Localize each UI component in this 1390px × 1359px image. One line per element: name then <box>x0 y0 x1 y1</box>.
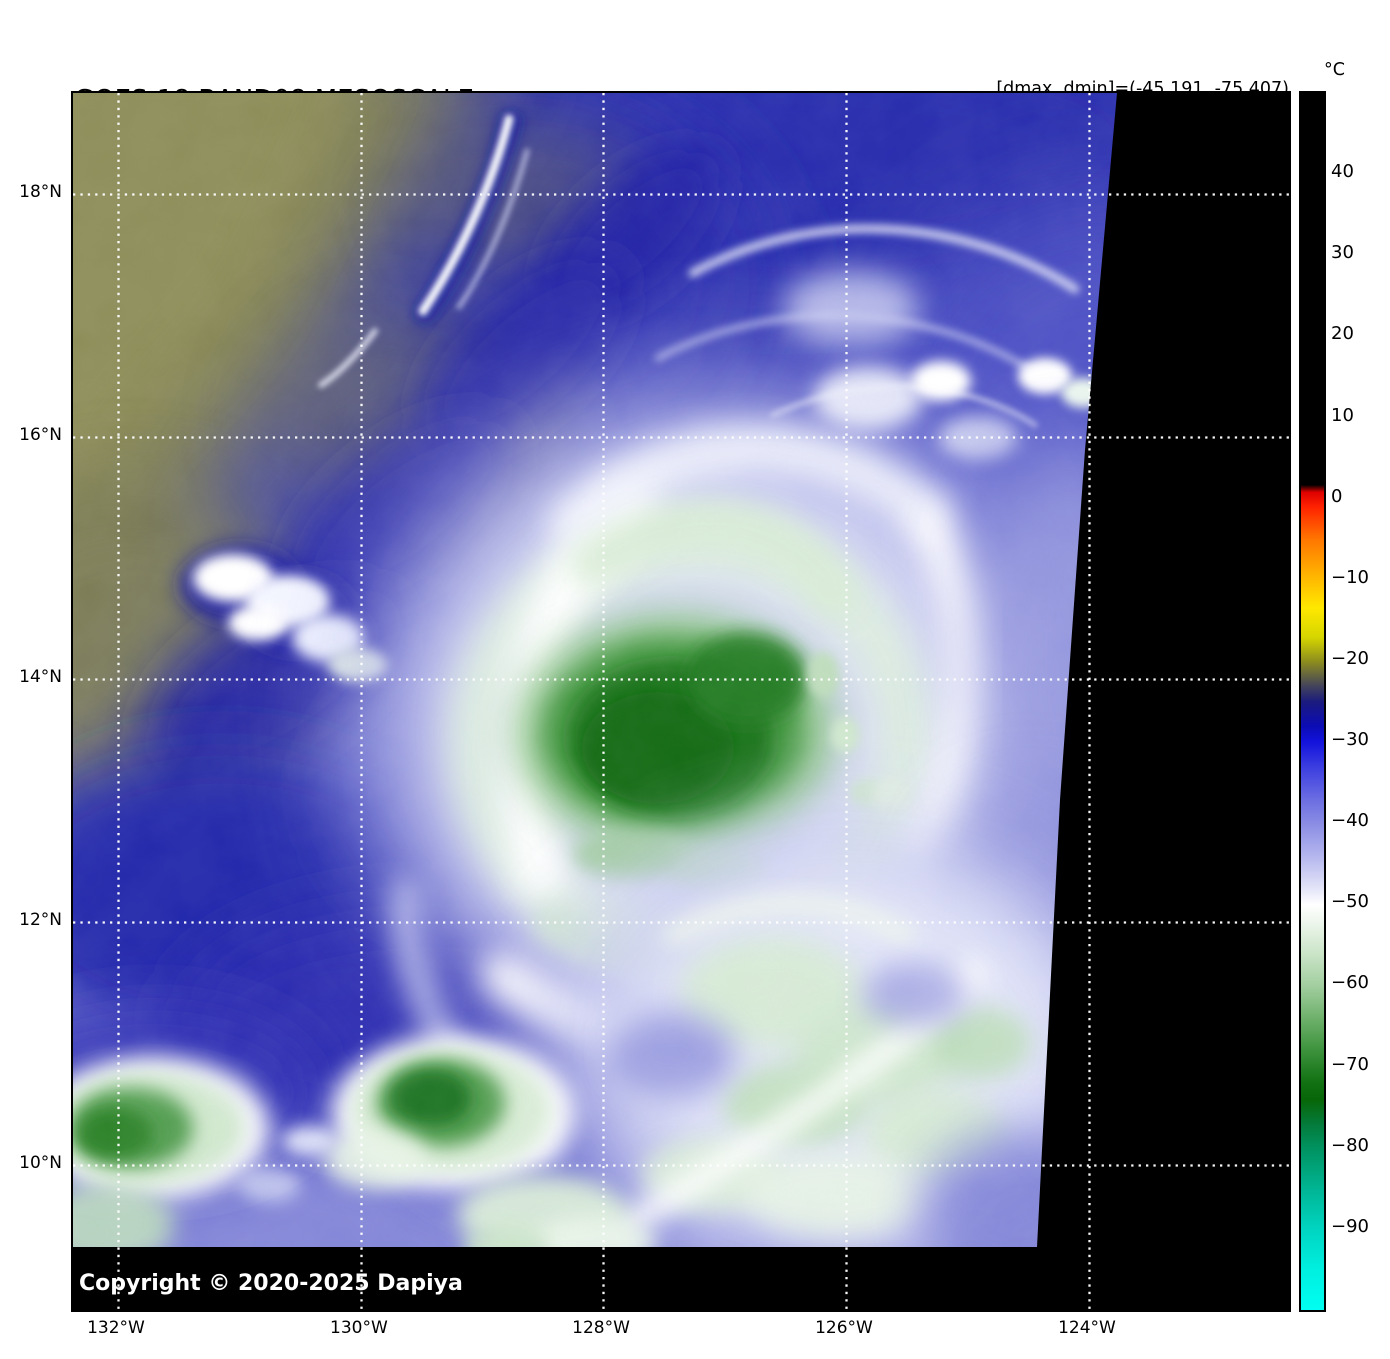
colorbar-tick-label: 30 <box>1331 242 1354 264</box>
copyright-watermark: Copyright © 2020-2025 Dapiya <box>79 1271 463 1296</box>
longitude-axis-label: 130°W <box>330 1318 388 1338</box>
colorbar-tick-label: 20 <box>1331 323 1354 345</box>
off-scan-region <box>73 93 1289 1310</box>
longitude-axis-label: 132°W <box>87 1318 145 1338</box>
latitude-axis-label: 14°N <box>19 666 62 687</box>
latitude-axis-label: 12°N <box>19 910 62 931</box>
longitude-axis-label: 124°W <box>1058 1318 1116 1338</box>
colorbar-unit-label: °C <box>1324 60 1345 80</box>
colorbar-tick-label: −40 <box>1331 810 1369 832</box>
colorbar-tick-label: 0 <box>1331 485 1343 507</box>
colorbar-tick-label: −20 <box>1331 647 1369 669</box>
colorbar-tick-label: −60 <box>1331 972 1369 994</box>
satellite-imagery <box>73 93 1289 1310</box>
colorbar-tick-label: 10 <box>1331 404 1354 426</box>
latitude-axis-label: 16°N <box>19 425 62 446</box>
latitude-axis-label: 10°N <box>19 1153 62 1174</box>
colorbar-tick-label: −30 <box>1331 729 1369 751</box>
colorbar-tick-label: −10 <box>1331 566 1369 588</box>
colorbar-tick-label: −50 <box>1331 891 1369 913</box>
colorbar-tick-label: 40 <box>1331 161 1354 183</box>
colorbar-gradient <box>1299 91 1326 1312</box>
colorbar-tick-label: −80 <box>1331 1134 1369 1156</box>
colorbar-tick-label: −70 <box>1331 1053 1369 1075</box>
satellite-map: Copyright © 2020-2025 Dapiya <box>71 91 1291 1312</box>
latitude-axis-label: 18°N <box>19 182 62 202</box>
longitude-axis-label: 126°W <box>815 1318 873 1338</box>
longitude-axis-label: 128°W <box>572 1318 630 1338</box>
colorbar-tick-label: −90 <box>1331 1215 1369 1237</box>
